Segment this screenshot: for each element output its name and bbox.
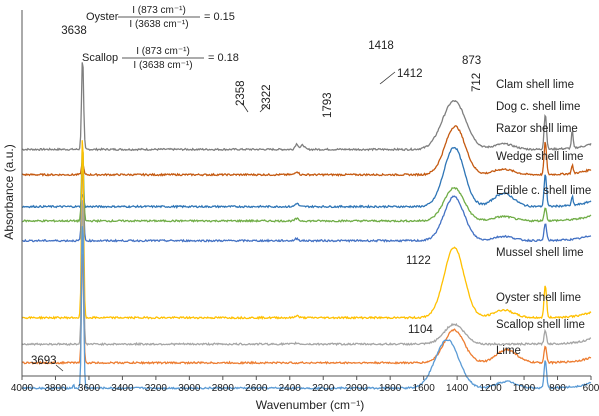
series-label: Dog c. shell lime — [496, 101, 580, 113]
peak-labels: 3638 2358 2322 1793 1418 1412 873 712 11… — [31, 25, 483, 372]
series-line — [21, 226, 592, 391]
ratio-numerator: I (873 cm⁻¹) — [136, 46, 190, 57]
series-line — [21, 140, 592, 321]
series-label: Edible c. shell lime — [496, 185, 591, 197]
x-tick-label: 2000 — [346, 383, 369, 394]
series-line — [21, 125, 592, 177]
peak-label: 873 — [462, 55, 481, 67]
series-line — [21, 199, 592, 347]
x-tick-label: 3200 — [145, 383, 168, 394]
ratio-annotation-scallop: Scallop I (873 cm⁻¹) I (3638 cm⁻¹) = 0.1… — [82, 46, 239, 71]
series-line — [21, 146, 592, 209]
x-tick-label: 3400 — [111, 383, 134, 394]
x-tick-label: 1400 — [446, 383, 469, 394]
series-line — [21, 147, 592, 224]
ratio-denominator: I (3638 cm⁻¹) — [133, 60, 192, 71]
peak-label: 1104 — [408, 324, 433, 336]
x-tick-label: 3600 — [78, 383, 101, 394]
x-tick-label: 2400 — [279, 383, 302, 394]
ratio-denominator: I (3638 cm⁻¹) — [129, 19, 188, 30]
peak-pointer — [241, 102, 249, 113]
x-tick-label: 2200 — [312, 383, 335, 394]
peak-label: 2322 — [261, 84, 273, 110]
series-lines — [21, 62, 592, 391]
ratio-numerator: I (873 cm⁻¹) — [132, 5, 186, 16]
x-tick-label: 4000 — [11, 383, 34, 394]
series-label: Wedge shell lime — [496, 151, 583, 163]
peak-pointer — [55, 364, 64, 372]
x-tick-label: 600 — [583, 383, 599, 394]
series-line — [21, 62, 592, 152]
series-label: Clam shell lime — [496, 79, 574, 91]
x-tick-label: 800 — [549, 383, 566, 394]
ratio-value: = 0.18 — [208, 52, 239, 64]
series-label: Mussel shell lime — [496, 247, 584, 259]
ratio-sample-label: Scallop — [82, 52, 118, 64]
peak-label: 1412 — [397, 68, 423, 80]
peak-label: 712 — [471, 73, 483, 92]
x-tick-label: 1000 — [513, 383, 536, 394]
x-tick-label: 2600 — [245, 383, 268, 394]
series-line — [21, 170, 592, 243]
x-tick-label: 3000 — [178, 383, 201, 394]
ratio-value: = 0.15 — [204, 11, 235, 23]
ratio-sample-label: Oyster — [86, 11, 119, 23]
x-tick-label: 1600 — [413, 383, 436, 394]
peak-pointer — [379, 71, 396, 85]
series-label: Oyster shell lime — [496, 292, 581, 304]
series-label: Razor shell lime — [496, 123, 578, 135]
peak-pointer — [259, 103, 269, 113]
series-label: Lime — [496, 345, 521, 357]
x-tick-label: 3800 — [44, 383, 67, 394]
peak-label: 1418 — [368, 40, 394, 52]
peak-label: 3693 — [31, 355, 57, 367]
peak-label: 3638 — [61, 25, 87, 37]
x-axis: 4000 3800 3600 3400 3200 3000 2800 2600 2400 2200… — [11, 375, 599, 394]
x-tick-label: 2800 — [212, 383, 235, 394]
x-tick-label: 1800 — [379, 383, 402, 394]
peak-label: 2358 — [235, 80, 247, 106]
peak-label: 1793 — [322, 92, 334, 118]
peak-label: 1122 — [406, 255, 431, 267]
x-tick-label: 1200 — [479, 383, 502, 394]
x-axis-title: Wavenumber (cm⁻¹) — [256, 398, 365, 412]
ratio-annotation-oyster: Oyster I (873 cm⁻¹) I (3638 cm⁻¹) = 0.15 — [86, 5, 235, 30]
series-label: Scallop shell lime — [496, 319, 585, 331]
series-line — [21, 253, 592, 366]
series-labels: Clam shell lime Dog c. shell lime Razor sh… — [496, 79, 591, 357]
x-ticks: 4000 3800 3600 3400 3200 3000 2800 2600 2400 2200… — [11, 376, 599, 394]
y-axis-title: Absorbance (a.u.) — [2, 144, 16, 239]
